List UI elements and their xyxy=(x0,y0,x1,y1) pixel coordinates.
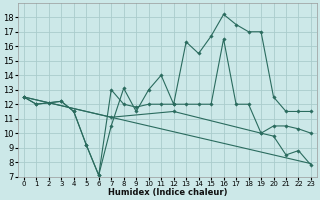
X-axis label: Humidex (Indice chaleur): Humidex (Indice chaleur) xyxy=(108,188,227,197)
